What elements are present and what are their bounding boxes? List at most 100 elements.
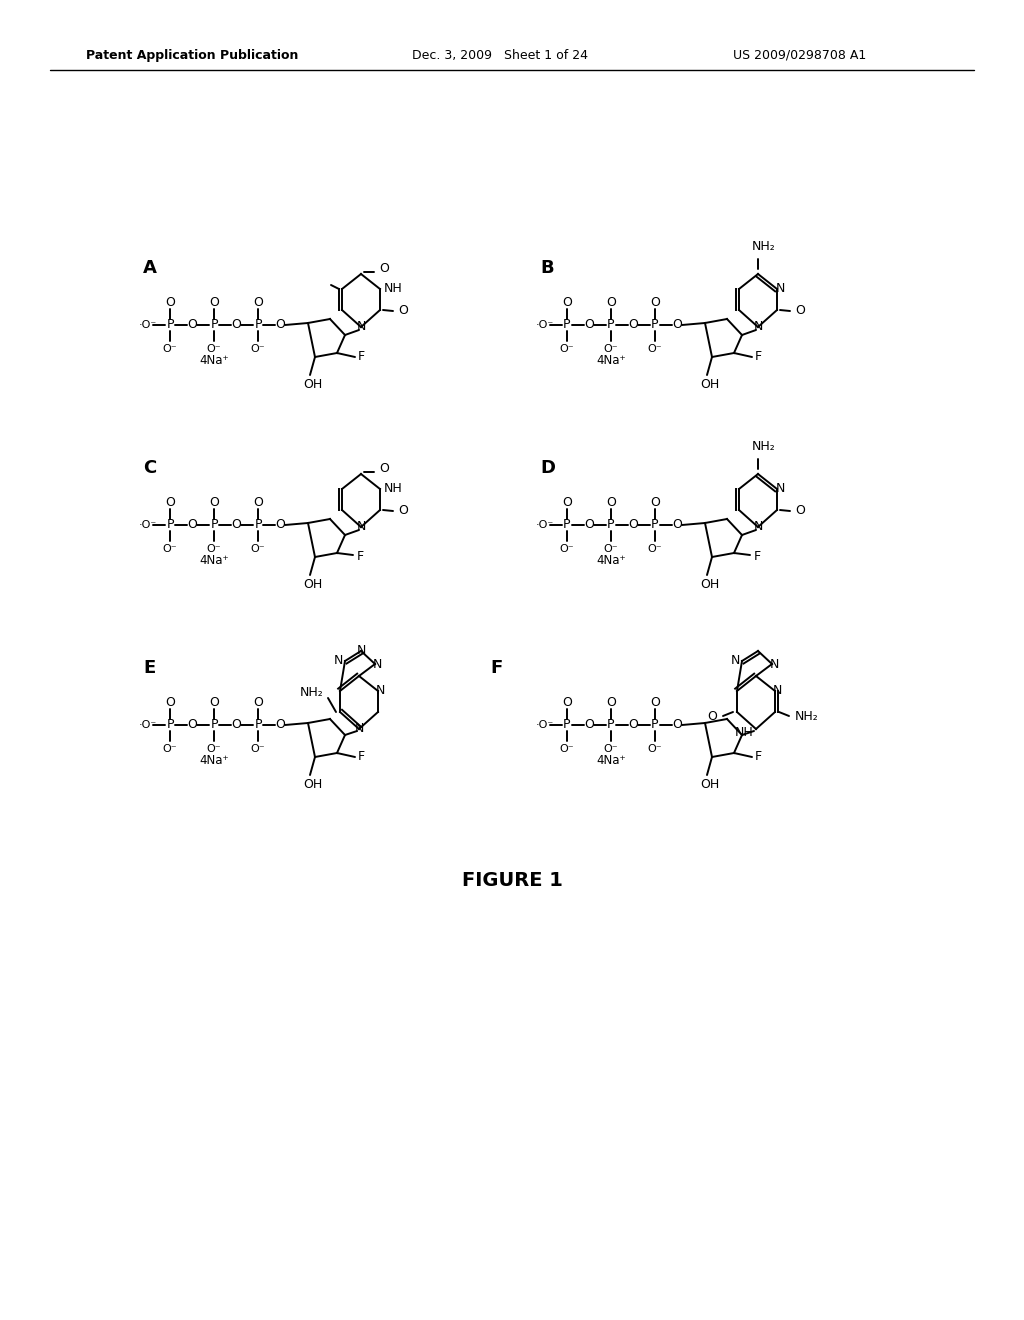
Text: P: P [651, 318, 658, 331]
Text: Patent Application Publication: Patent Application Publication [86, 49, 298, 62]
Text: US 2009/0298708 A1: US 2009/0298708 A1 [733, 49, 866, 62]
Text: ·O⁻: ·O⁻ [536, 520, 554, 531]
Text: O: O [672, 718, 682, 731]
Text: O⁻: O⁻ [207, 744, 221, 754]
Text: ·O⁻: ·O⁻ [139, 319, 157, 330]
Text: ·O⁻: ·O⁻ [139, 719, 157, 730]
Text: O⁻: O⁻ [163, 345, 177, 354]
Text: B: B [540, 259, 554, 277]
Text: O: O [584, 519, 594, 532]
Text: O: O [672, 318, 682, 331]
Text: N: N [376, 685, 385, 697]
Text: O: O [209, 296, 219, 309]
Text: 4Na⁺: 4Na⁺ [596, 754, 626, 767]
Text: O⁻: O⁻ [251, 544, 265, 554]
Text: P: P [607, 718, 614, 731]
Text: N: N [356, 321, 366, 334]
Text: F: F [357, 751, 365, 763]
Text: 4Na⁺: 4Na⁺ [200, 553, 228, 566]
Text: OH: OH [700, 779, 720, 792]
Text: O: O [606, 495, 616, 508]
Text: A: A [143, 259, 157, 277]
Text: OH: OH [303, 578, 323, 591]
Text: P: P [563, 718, 570, 731]
Text: P: P [254, 519, 262, 532]
Text: O: O [628, 718, 638, 731]
Text: O⁻: O⁻ [648, 544, 663, 554]
Text: O: O [165, 296, 175, 309]
Text: O: O [562, 696, 572, 709]
Text: P: P [651, 718, 658, 731]
Text: N: N [731, 655, 740, 668]
Text: O⁻: O⁻ [163, 544, 177, 554]
Text: O: O [231, 718, 241, 731]
Text: N: N [772, 685, 781, 697]
Text: O⁻: O⁻ [604, 744, 618, 754]
Text: O: O [628, 318, 638, 331]
Text: O⁻: O⁻ [604, 544, 618, 554]
Text: O: O [672, 519, 682, 532]
Text: 4Na⁺: 4Na⁺ [596, 553, 626, 566]
Text: O⁻: O⁻ [251, 345, 265, 354]
Text: O: O [650, 495, 659, 508]
Text: O: O [795, 305, 805, 318]
Text: NH: NH [384, 483, 402, 495]
Text: P: P [166, 718, 174, 731]
Text: O: O [562, 296, 572, 309]
Text: ·O⁻: ·O⁻ [536, 719, 554, 730]
Text: O: O [231, 519, 241, 532]
Text: O⁻: O⁻ [648, 744, 663, 754]
Text: FIGURE 1: FIGURE 1 [462, 870, 562, 890]
Text: O: O [187, 318, 197, 331]
Text: NH: NH [734, 726, 753, 739]
Text: O: O [275, 718, 285, 731]
Text: 4Na⁺: 4Na⁺ [200, 354, 228, 367]
Text: O: O [628, 519, 638, 532]
Text: O: O [253, 696, 263, 709]
Text: N: N [334, 655, 343, 668]
Text: OH: OH [700, 578, 720, 591]
Text: P: P [607, 519, 614, 532]
Text: D: D [540, 459, 555, 477]
Text: NH₂: NH₂ [752, 239, 776, 252]
Text: 4Na⁺: 4Na⁺ [200, 754, 228, 767]
Text: O: O [795, 504, 805, 517]
Text: N: N [775, 282, 784, 296]
Text: O: O [584, 718, 594, 731]
Text: O: O [165, 696, 175, 709]
Text: E: E [143, 659, 156, 677]
Text: O: O [707, 710, 717, 722]
Text: O: O [606, 696, 616, 709]
Text: OH: OH [303, 779, 323, 792]
Text: P: P [563, 519, 570, 532]
Text: O: O [584, 318, 594, 331]
Text: O⁻: O⁻ [648, 345, 663, 354]
Text: OH: OH [700, 379, 720, 392]
Text: O⁻: O⁻ [163, 744, 177, 754]
Text: NH: NH [384, 282, 402, 296]
Text: P: P [651, 519, 658, 532]
Text: OH: OH [303, 379, 323, 392]
Text: P: P [166, 519, 174, 532]
Text: P: P [254, 718, 262, 731]
Text: O: O [209, 696, 219, 709]
Text: NH₂: NH₂ [300, 685, 324, 698]
Text: F: F [356, 550, 364, 564]
Text: N: N [754, 520, 763, 533]
Text: P: P [607, 318, 614, 331]
Text: F: F [755, 351, 762, 363]
Text: N: N [356, 644, 366, 657]
Text: F: F [754, 550, 761, 564]
Text: P: P [254, 318, 262, 331]
Text: ·O⁻: ·O⁻ [139, 520, 157, 531]
Text: C: C [143, 459, 157, 477]
Text: N: N [356, 520, 366, 533]
Text: N: N [775, 483, 784, 495]
Text: F: F [490, 659, 502, 677]
Text: O: O [606, 296, 616, 309]
Text: P: P [563, 318, 570, 331]
Text: O⁻: O⁻ [604, 345, 618, 354]
Text: P: P [210, 718, 218, 731]
Text: N: N [373, 657, 382, 671]
Text: O⁻: O⁻ [207, 345, 221, 354]
